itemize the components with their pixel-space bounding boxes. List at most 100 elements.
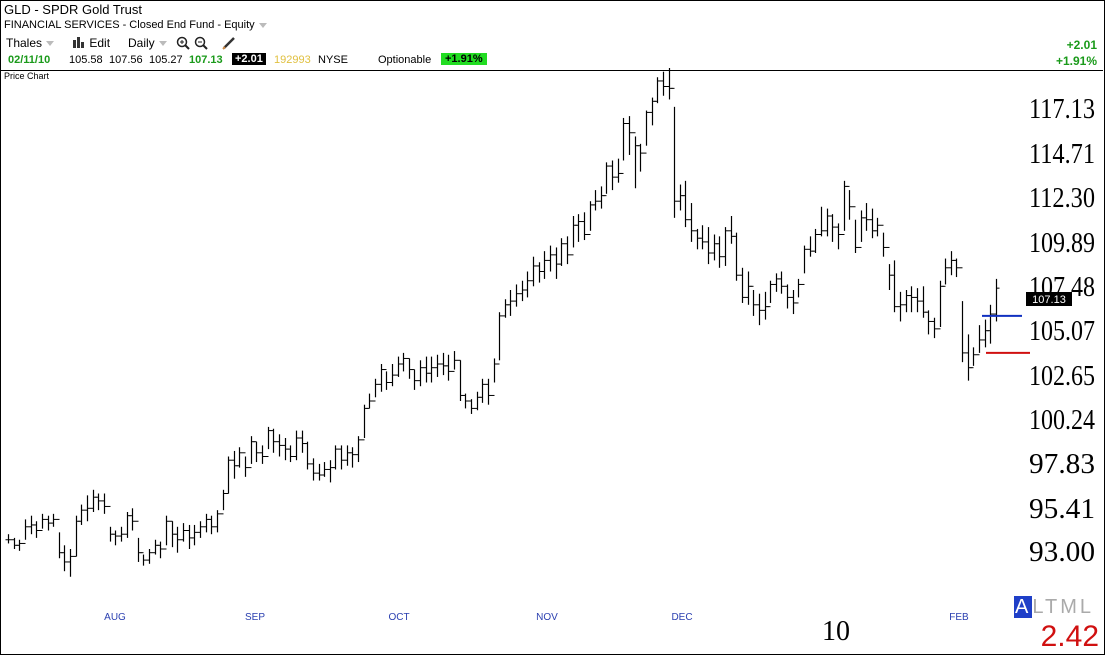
x-month-label: OCT bbox=[388, 612, 409, 623]
y-tick-label: 100.24 bbox=[1029, 404, 1095, 436]
altml-a[interactable]: A bbox=[1014, 596, 1033, 618]
price-bar bbox=[389, 364, 396, 387]
price-bar bbox=[858, 210, 865, 248]
price-bar bbox=[818, 206, 825, 237]
price-bar bbox=[163, 515, 170, 550]
price-bar bbox=[33, 521, 40, 538]
price-bar bbox=[536, 262, 543, 283]
price-bar bbox=[39, 513, 46, 531]
price-bar bbox=[107, 505, 114, 542]
price-bar bbox=[756, 293, 763, 326]
price-bar bbox=[942, 258, 949, 287]
optionable-label: Optionable bbox=[378, 54, 432, 66]
bottom-value: 2.42 bbox=[1040, 620, 1099, 653]
price-bar bbox=[524, 271, 531, 298]
price-bar bbox=[152, 539, 159, 555]
zoom-in-icon[interactable] bbox=[176, 36, 190, 53]
price-bar bbox=[118, 526, 125, 542]
price-bar bbox=[959, 267, 966, 363]
quote-change-pct-badge: +1.91% bbox=[441, 53, 487, 65]
price-bar bbox=[112, 530, 119, 546]
price-bar bbox=[739, 267, 746, 303]
price-bar bbox=[666, 68, 673, 100]
x-month-label: FEB bbox=[949, 612, 969, 623]
price-bar bbox=[722, 227, 729, 266]
chevron-down-icon[interactable] bbox=[258, 22, 267, 28]
price-bar bbox=[852, 206, 859, 253]
price-bar bbox=[423, 356, 430, 383]
price-bar bbox=[778, 271, 785, 294]
price-bar bbox=[304, 441, 311, 470]
price-bar bbox=[186, 524, 193, 549]
y-tick-label: 93.00 bbox=[1029, 536, 1095, 568]
altml-toggle[interactable]: ALTML bbox=[1014, 596, 1094, 619]
price-bar bbox=[231, 450, 238, 479]
price-bar bbox=[598, 186, 605, 209]
price-bar bbox=[474, 391, 481, 411]
price-bar bbox=[587, 201, 594, 235]
price-bar bbox=[553, 247, 560, 279]
price-bar bbox=[214, 510, 221, 533]
account-label: Thales bbox=[6, 36, 43, 50]
price-bar bbox=[383, 369, 390, 390]
y-tick-label: 117.13 bbox=[1029, 93, 1095, 125]
price-bar bbox=[236, 447, 243, 468]
quote-open: 105.58 bbox=[69, 54, 103, 66]
price-bar bbox=[711, 234, 718, 261]
price-bar bbox=[829, 214, 836, 242]
price-bar bbox=[807, 236, 814, 257]
price-bar bbox=[581, 212, 588, 241]
price-bar bbox=[745, 271, 752, 305]
price-bar bbox=[824, 208, 831, 237]
quote-date: 02/11/10 bbox=[8, 54, 51, 66]
price-bar bbox=[349, 447, 356, 468]
price-bar bbox=[841, 180, 848, 235]
price-bar bbox=[970, 347, 977, 369]
price-bar bbox=[530, 256, 537, 287]
price-bar bbox=[948, 251, 955, 276]
price-bar bbox=[406, 357, 413, 379]
y-tick-label: 105.07 bbox=[1029, 315, 1095, 347]
price-bar bbox=[417, 360, 424, 387]
price-bar bbox=[78, 504, 85, 525]
period-dropdown[interactable]: Daily bbox=[128, 36, 167, 50]
price-bar bbox=[378, 364, 385, 392]
price-bar bbox=[225, 456, 232, 494]
price-bar bbox=[270, 428, 277, 453]
y-tick-label: 114.71 bbox=[1029, 138, 1095, 170]
price-bar bbox=[705, 227, 712, 265]
price-bar bbox=[395, 356, 402, 377]
security-title: GLD - SPDR Gold Trust bbox=[4, 2, 142, 17]
price-bar bbox=[699, 225, 706, 250]
price-bar bbox=[502, 299, 509, 318]
x-month-label: SEP bbox=[245, 612, 265, 623]
zoom-out-icon[interactable] bbox=[194, 36, 208, 53]
price-bar bbox=[835, 223, 842, 250]
price-bar bbox=[355, 436, 362, 463]
edit-button[interactable]: Edit bbox=[72, 36, 110, 50]
altml-l2[interactable]: L bbox=[1079, 596, 1094, 618]
price-bar bbox=[310, 458, 317, 481]
price-bar bbox=[880, 224, 887, 257]
price-bar bbox=[129, 508, 136, 531]
account-dropdown[interactable]: Thales bbox=[6, 36, 55, 50]
price-bar bbox=[643, 110, 650, 154]
price-bar bbox=[637, 143, 644, 172]
price-bar bbox=[762, 291, 769, 320]
price-bar bbox=[208, 515, 215, 535]
altml-l[interactable]: L bbox=[1032, 596, 1045, 618]
price-bar bbox=[609, 160, 616, 191]
draw-pencil-icon[interactable] bbox=[222, 36, 236, 53]
price-bar bbox=[620, 117, 627, 174]
price-bar bbox=[773, 273, 780, 292]
price-bar bbox=[507, 290, 514, 316]
price-bar bbox=[428, 356, 435, 383]
price-bar bbox=[321, 462, 328, 477]
price-bar bbox=[293, 430, 300, 461]
altml-m[interactable]: M bbox=[1060, 596, 1080, 618]
altml-t[interactable]: T bbox=[1044, 596, 1061, 618]
price-bar bbox=[965, 334, 972, 381]
price-bar bbox=[519, 280, 526, 302]
price-bar bbox=[327, 460, 334, 483]
